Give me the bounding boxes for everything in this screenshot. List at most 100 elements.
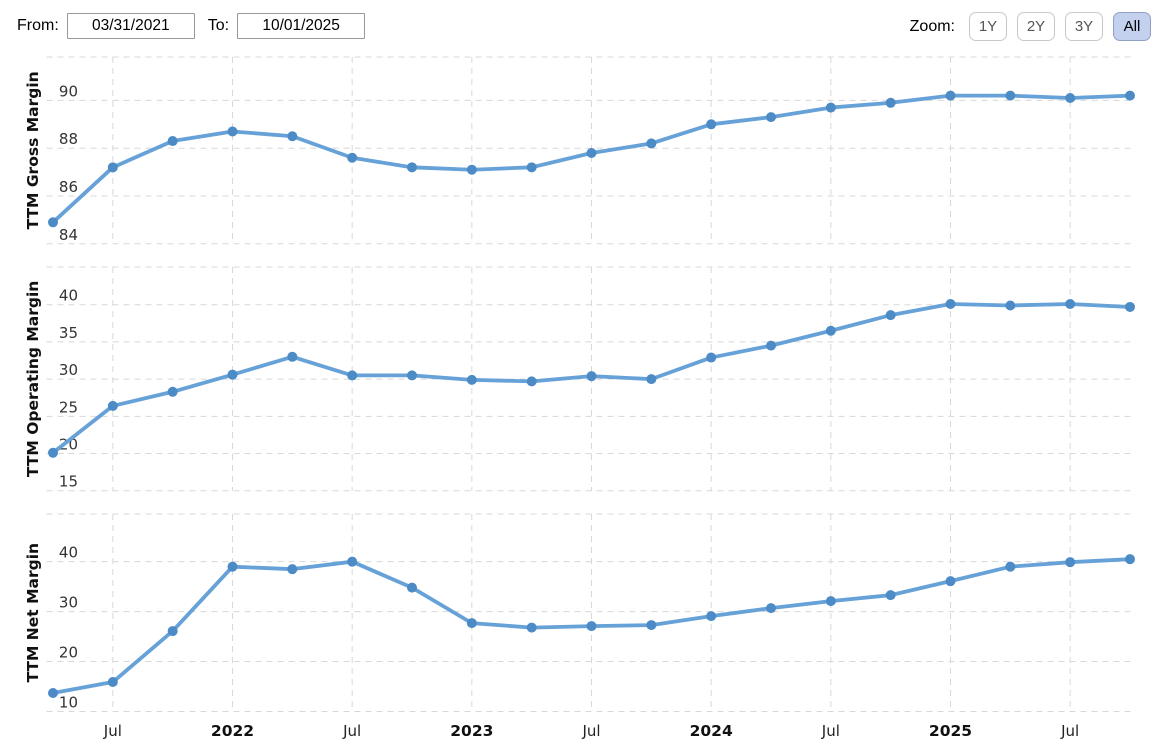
data-point-marker bbox=[586, 621, 597, 632]
data-point-marker bbox=[466, 374, 477, 385]
data-point-marker bbox=[407, 162, 417, 173]
data-point-marker bbox=[287, 351, 298, 362]
y-axis-title: TTM Gross Margin bbox=[24, 71, 42, 229]
data-point-marker bbox=[1065, 557, 1076, 568]
x-tick-label: Jul bbox=[581, 722, 600, 740]
data-point-marker bbox=[1125, 301, 1135, 312]
data-point-marker bbox=[1005, 90, 1016, 101]
data-point-marker bbox=[1065, 93, 1076, 104]
data-point-marker bbox=[945, 298, 956, 309]
data-point-marker bbox=[227, 561, 238, 572]
data-point-marker bbox=[885, 310, 896, 321]
data-point-marker bbox=[1005, 300, 1016, 311]
data-point-marker bbox=[586, 371, 597, 382]
data-point-marker bbox=[885, 97, 896, 108]
data-point-marker bbox=[167, 386, 178, 397]
data-point-marker bbox=[706, 611, 717, 622]
y-tick-label: 20 bbox=[59, 644, 78, 662]
data-point-marker bbox=[945, 576, 956, 587]
data-point-marker bbox=[407, 370, 417, 381]
data-point-marker bbox=[48, 687, 58, 698]
from-date-input[interactable] bbox=[66, 13, 195, 39]
data-point-marker bbox=[825, 102, 836, 113]
data-point-marker bbox=[227, 126, 238, 137]
data-point-marker bbox=[766, 340, 776, 351]
zoom-label: Zoom: bbox=[909, 17, 955, 35]
data-point-marker bbox=[48, 447, 58, 458]
data-point-marker bbox=[825, 596, 836, 607]
data-point-marker bbox=[287, 131, 298, 142]
data-point-marker bbox=[1125, 554, 1135, 565]
y-tick-label: 86 bbox=[59, 178, 78, 196]
y-tick-label: 25 bbox=[59, 398, 78, 416]
net-margin-plot: 10 20 30 40 TTM Net Margin Jul 2022 Jul 2023 Jul 2… bbox=[24, 513, 1135, 740]
data-point-marker bbox=[407, 582, 417, 593]
x-tick-label: Jul bbox=[342, 722, 361, 740]
data-point-marker bbox=[1125, 90, 1135, 101]
data-point-marker bbox=[167, 136, 178, 147]
data-point-marker bbox=[526, 162, 537, 173]
zoom-all-button[interactable]: All bbox=[1113, 12, 1151, 41]
data-point-marker bbox=[646, 374, 657, 385]
y-tick-label: 10 bbox=[59, 693, 78, 711]
zoom-controls: Zoom: 1Y 2Y 3Y All bbox=[910, 12, 1151, 41]
data-point-marker bbox=[766, 603, 776, 614]
data-point-marker bbox=[526, 622, 537, 633]
data-point-marker bbox=[766, 112, 776, 123]
zoom-3y-button[interactable]: 3Y bbox=[1065, 12, 1103, 41]
data-point-marker bbox=[107, 162, 118, 173]
data-point-marker bbox=[48, 217, 58, 228]
y-tick-label: 88 bbox=[59, 130, 78, 148]
gross-margin-plot: 84 86 88 90 TTM Gross Margin bbox=[24, 56, 1135, 245]
zoom-1y-button[interactable]: 1Y bbox=[969, 12, 1007, 41]
x-tick-label: Jul bbox=[103, 722, 122, 740]
y-tick-label: 15 bbox=[59, 473, 78, 491]
data-point-marker bbox=[706, 119, 717, 130]
data-point-marker bbox=[107, 400, 118, 411]
operating-margin-plot: 15 20 25 30 35 40 TTM Operating Margin bbox=[24, 266, 1135, 492]
data-point-marker bbox=[287, 564, 298, 575]
y-tick-label: 35 bbox=[59, 324, 78, 342]
data-point-marker bbox=[347, 556, 358, 567]
data-point-marker bbox=[1065, 298, 1076, 309]
y-axis-title: TTM Net Margin bbox=[24, 543, 42, 683]
x-tick-label: 2022 bbox=[211, 722, 254, 740]
y-tick-label: 40 bbox=[59, 287, 78, 305]
from-label: From: bbox=[17, 17, 59, 34]
gross-margin-chart: 84 86 88 90 TTM Gross Margin bbox=[0, 55, 1165, 255]
y-tick-label: 90 bbox=[59, 82, 78, 100]
to-label: To: bbox=[207, 17, 230, 34]
data-point-marker bbox=[347, 152, 358, 163]
data-point-marker bbox=[466, 618, 477, 629]
y-tick-label: 40 bbox=[59, 544, 78, 562]
y-tick-label: 30 bbox=[59, 361, 78, 379]
data-point-marker bbox=[706, 352, 717, 363]
x-tick-label: 2023 bbox=[450, 722, 493, 740]
data-point-marker bbox=[586, 147, 597, 158]
data-point-marker bbox=[227, 369, 238, 380]
x-tick-label: Jul bbox=[1060, 722, 1079, 740]
data-point-marker bbox=[107, 677, 118, 688]
x-tick-label: Jul bbox=[821, 722, 840, 740]
x-tick-label: 2024 bbox=[690, 722, 733, 740]
data-point-marker bbox=[646, 620, 657, 631]
x-tick-label: 2025 bbox=[929, 722, 972, 740]
y-axis-title: TTM Operating Margin bbox=[24, 281, 42, 477]
date-range-controls: From: To: bbox=[17, 13, 378, 39]
data-point-marker bbox=[646, 138, 657, 149]
toolbar: From: To: Zoom: 1Y 2Y 3Y All bbox=[0, 0, 1165, 54]
data-point-marker bbox=[825, 325, 836, 336]
data-point-marker bbox=[945, 90, 956, 101]
y-tick-label: 30 bbox=[59, 594, 78, 612]
operating-margin-chart: 15 20 25 30 35 40 TTM Operating Margin bbox=[0, 265, 1165, 500]
data-point-marker bbox=[526, 376, 537, 387]
data-point-marker bbox=[347, 370, 358, 381]
net-margin-chart: 10 20 30 40 TTM Net Margin Jul 2022 Jul 2023 Jul 2… bbox=[0, 512, 1165, 745]
data-point-marker bbox=[167, 626, 178, 637]
y-tick-label: 84 bbox=[59, 226, 78, 244]
data-point-marker bbox=[466, 164, 477, 175]
y-tick-label: 20 bbox=[59, 436, 78, 454]
data-point-marker bbox=[1005, 561, 1016, 572]
zoom-2y-button[interactable]: 2Y bbox=[1017, 12, 1055, 41]
to-date-input[interactable] bbox=[237, 13, 366, 39]
